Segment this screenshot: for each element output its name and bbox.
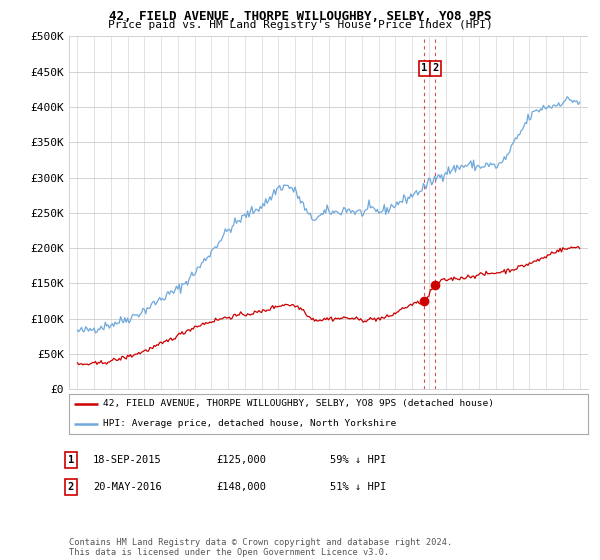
Text: 2: 2 — [68, 482, 74, 492]
Text: 1: 1 — [421, 63, 427, 73]
Text: 1: 1 — [68, 455, 74, 465]
Text: 42, FIELD AVENUE, THORPE WILLOUGHBY, SELBY, YO8 9PS (detached house): 42, FIELD AVENUE, THORPE WILLOUGHBY, SEL… — [103, 399, 494, 408]
Text: Contains HM Land Registry data © Crown copyright and database right 2024.
This d: Contains HM Land Registry data © Crown c… — [69, 538, 452, 557]
Text: £125,000: £125,000 — [216, 455, 266, 465]
Text: 18-SEP-2015: 18-SEP-2015 — [93, 455, 162, 465]
Text: 59% ↓ HPI: 59% ↓ HPI — [330, 455, 386, 465]
Text: 2: 2 — [432, 63, 439, 73]
Text: £148,000: £148,000 — [216, 482, 266, 492]
Text: 51% ↓ HPI: 51% ↓ HPI — [330, 482, 386, 492]
Text: HPI: Average price, detached house, North Yorkshire: HPI: Average price, detached house, Nort… — [103, 419, 396, 428]
Text: 20-MAY-2016: 20-MAY-2016 — [93, 482, 162, 492]
Text: 42, FIELD AVENUE, THORPE WILLOUGHBY, SELBY, YO8 9PS: 42, FIELD AVENUE, THORPE WILLOUGHBY, SEL… — [109, 10, 491, 23]
Text: Price paid vs. HM Land Registry's House Price Index (HPI): Price paid vs. HM Land Registry's House … — [107, 20, 493, 30]
